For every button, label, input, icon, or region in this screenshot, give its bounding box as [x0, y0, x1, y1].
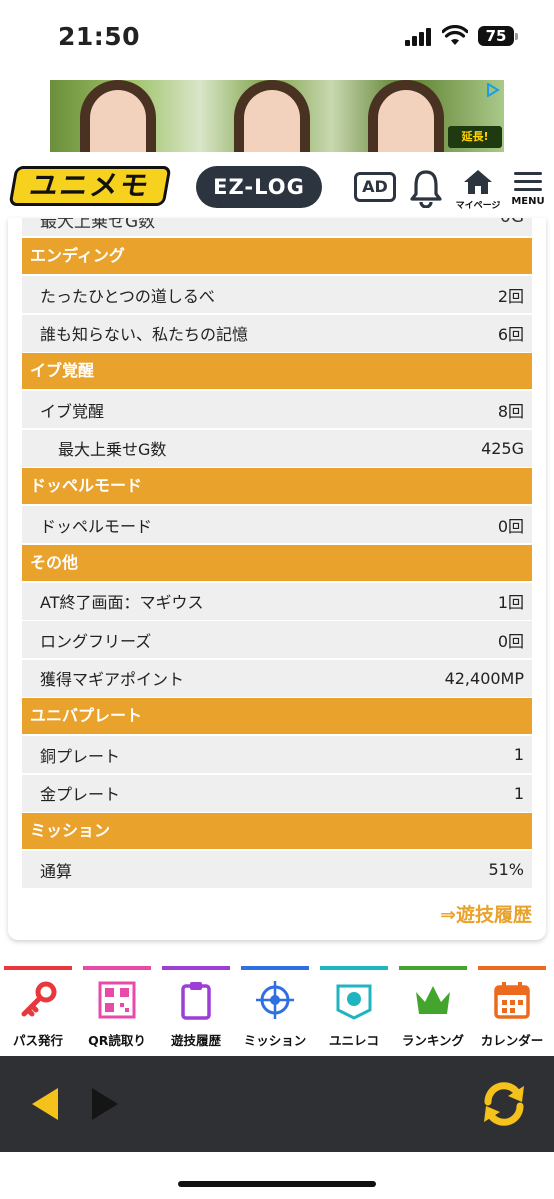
- signal-icon: [405, 28, 435, 46]
- stat-value: 6回: [497, 325, 524, 344]
- menu-label: MENU: [511, 196, 545, 207]
- section-header: イブ覚醒: [22, 353, 532, 389]
- stat-value: 425G: [481, 438, 524, 458]
- wifi-icon: [442, 25, 468, 45]
- nav-color-stripe: [162, 966, 230, 970]
- nav-color-stripe: [320, 966, 388, 970]
- nav-color-stripe: [83, 966, 151, 970]
- stat-label: ドッペルモード: [40, 516, 153, 536]
- nav-color-stripe: [241, 966, 309, 970]
- crown-icon: [413, 980, 453, 1020]
- bottom-nav-item[interactable]: パス発行: [0, 962, 76, 1056]
- stat-row: イブ覚醒 8回: [22, 391, 532, 428]
- stat-label: 通算: [40, 861, 73, 881]
- bottom-nav: パス発行 QR読取り 遊技履歴 ミッション ユニレコ ランキング カレンダー: [0, 962, 554, 1056]
- stat-label: 金プレート: [40, 785, 121, 804]
- stat-row: 獲得マギアポイント 42,400MP: [22, 659, 532, 697]
- stat-row: 最大上乗せG数 425G: [22, 429, 532, 467]
- stat-row: ドッペルモード 0回: [22, 506, 532, 543]
- status-time: 21:50: [58, 22, 141, 51]
- bottom-nav-item[interactable]: 遊技履歴: [158, 962, 234, 1056]
- ad-banner[interactable]: 延長!: [50, 80, 504, 152]
- back-arrow-icon[interactable]: [30, 1086, 60, 1122]
- qr-code-icon: [97, 980, 137, 1020]
- stat-value: 2回: [497, 286, 524, 306]
- home-icon: [464, 170, 492, 194]
- ez-log-button[interactable]: EZ-LOG: [196, 166, 322, 208]
- stat-label: たったひとつの道しるべ: [40, 286, 215, 306]
- nav-color-stripe: [478, 966, 546, 970]
- stat-value: 8回: [497, 401, 524, 421]
- stat-row: 金プレート 1: [22, 774, 532, 812]
- bottom-nav-item[interactable]: ミッション: [237, 962, 313, 1056]
- reload-icon[interactable]: [478, 1078, 530, 1130]
- stat-value: 0回: [497, 516, 524, 536]
- stat-label: 銅プレート: [40, 746, 121, 766]
- forward-arrow-icon[interactable]: [90, 1086, 120, 1122]
- target-icon: [255, 980, 295, 1020]
- stat-value: 1: [513, 745, 524, 764]
- stat-value: 1: [513, 783, 524, 803]
- stats-list: エンディング たったひとつの道しるべ 2回 誰も知らない、私たちの記憶 6回 イブ覚醒 イブ…: [22, 238, 532, 890]
- clipboard-icon: [176, 980, 216, 1020]
- nav-label: QR読取り: [88, 1033, 146, 1048]
- nav-label: ユニレコ: [328, 1033, 379, 1048]
- battery-icon: 75: [478, 26, 518, 46]
- stat-row: たったひとつの道しるべ 2回: [22, 276, 532, 313]
- bottom-nav-item[interactable]: カレンダー: [474, 962, 550, 1056]
- stat-row: 銅プレート 1: [22, 736, 532, 773]
- partial-row: 最大上乗せG数 0G: [22, 218, 532, 236]
- partial-row-value: 0G: [500, 218, 524, 227]
- ad-button[interactable]: AD: [354, 172, 396, 202]
- home-indicator-area: [0, 1152, 554, 1199]
- stat-label: AT終了画面：マギウス: [40, 593, 204, 612]
- app-header: ユニメモ EZ-LOG AD マイページ MENU: [0, 156, 554, 218]
- nav-label: ミッション: [243, 1033, 307, 1048]
- stat-value: 51%: [488, 860, 524, 879]
- browser-toolbar: [0, 1056, 554, 1152]
- stat-label: ロングフリーズ: [40, 631, 152, 651]
- stat-row: ロングフリーズ 0回: [22, 621, 532, 658]
- bottom-nav-item[interactable]: QR読取り: [79, 962, 155, 1056]
- unimemo-logo[interactable]: ユニメモ: [8, 166, 172, 206]
- bottom-nav-item[interactable]: ランキング: [395, 962, 471, 1056]
- stat-label: 誰も知らない、私たちの記憶: [40, 325, 249, 344]
- section-header: ドッペルモード: [22, 468, 532, 504]
- mypage-label: マイページ: [455, 201, 501, 211]
- stat-value: 1回: [497, 593, 524, 612]
- ad-badge: 延長!: [448, 126, 502, 148]
- section-header: その他: [22, 544, 532, 581]
- section-header: ミッション: [22, 813, 532, 849]
- nav-color-stripe: [399, 966, 467, 970]
- partial-row-label: 最大上乗せG数: [40, 218, 156, 232]
- stat-label: 最大上乗せG数: [58, 440, 167, 459]
- home-indicator[interactable]: [178, 1181, 376, 1187]
- key-icon: [18, 980, 58, 1020]
- stat-row: AT終了画面：マギウス 1回: [22, 582, 532, 620]
- nav-color-stripe: [4, 966, 72, 970]
- section-header: エンディング: [22, 238, 532, 274]
- bell-icon[interactable]: [408, 168, 444, 208]
- play-history-link[interactable]: ⇒遊技履歴: [440, 904, 532, 926]
- stat-value: 0回: [497, 631, 524, 651]
- stat-label: 獲得マギアポイント: [40, 670, 185, 689]
- stat-row: 通算 51%: [22, 851, 532, 888]
- ad-choices-icon[interactable]: [486, 83, 500, 97]
- bottom-nav-item[interactable]: ユニレコ: [316, 962, 392, 1056]
- section-header: ユニバプレート: [22, 698, 532, 734]
- stat-value: 42,400MP: [444, 668, 524, 688]
- stat-label: イブ覚醒: [40, 401, 105, 421]
- nav-label: 遊技履歴: [170, 1033, 221, 1048]
- stat-row: 誰も知らない、私たちの記憶 6回: [22, 314, 532, 352]
- unireco-logo-icon: [334, 980, 374, 1020]
- nav-label: パス発行: [12, 1033, 63, 1048]
- nav-label: カレンダー: [480, 1033, 544, 1048]
- status-bar: 21:50 75: [0, 0, 554, 76]
- mypage-button[interactable]: マイページ: [456, 168, 500, 214]
- menu-button[interactable]: MENU: [510, 170, 546, 214]
- nav-label: ランキング: [401, 1033, 465, 1048]
- calendar-icon: [492, 980, 532, 1020]
